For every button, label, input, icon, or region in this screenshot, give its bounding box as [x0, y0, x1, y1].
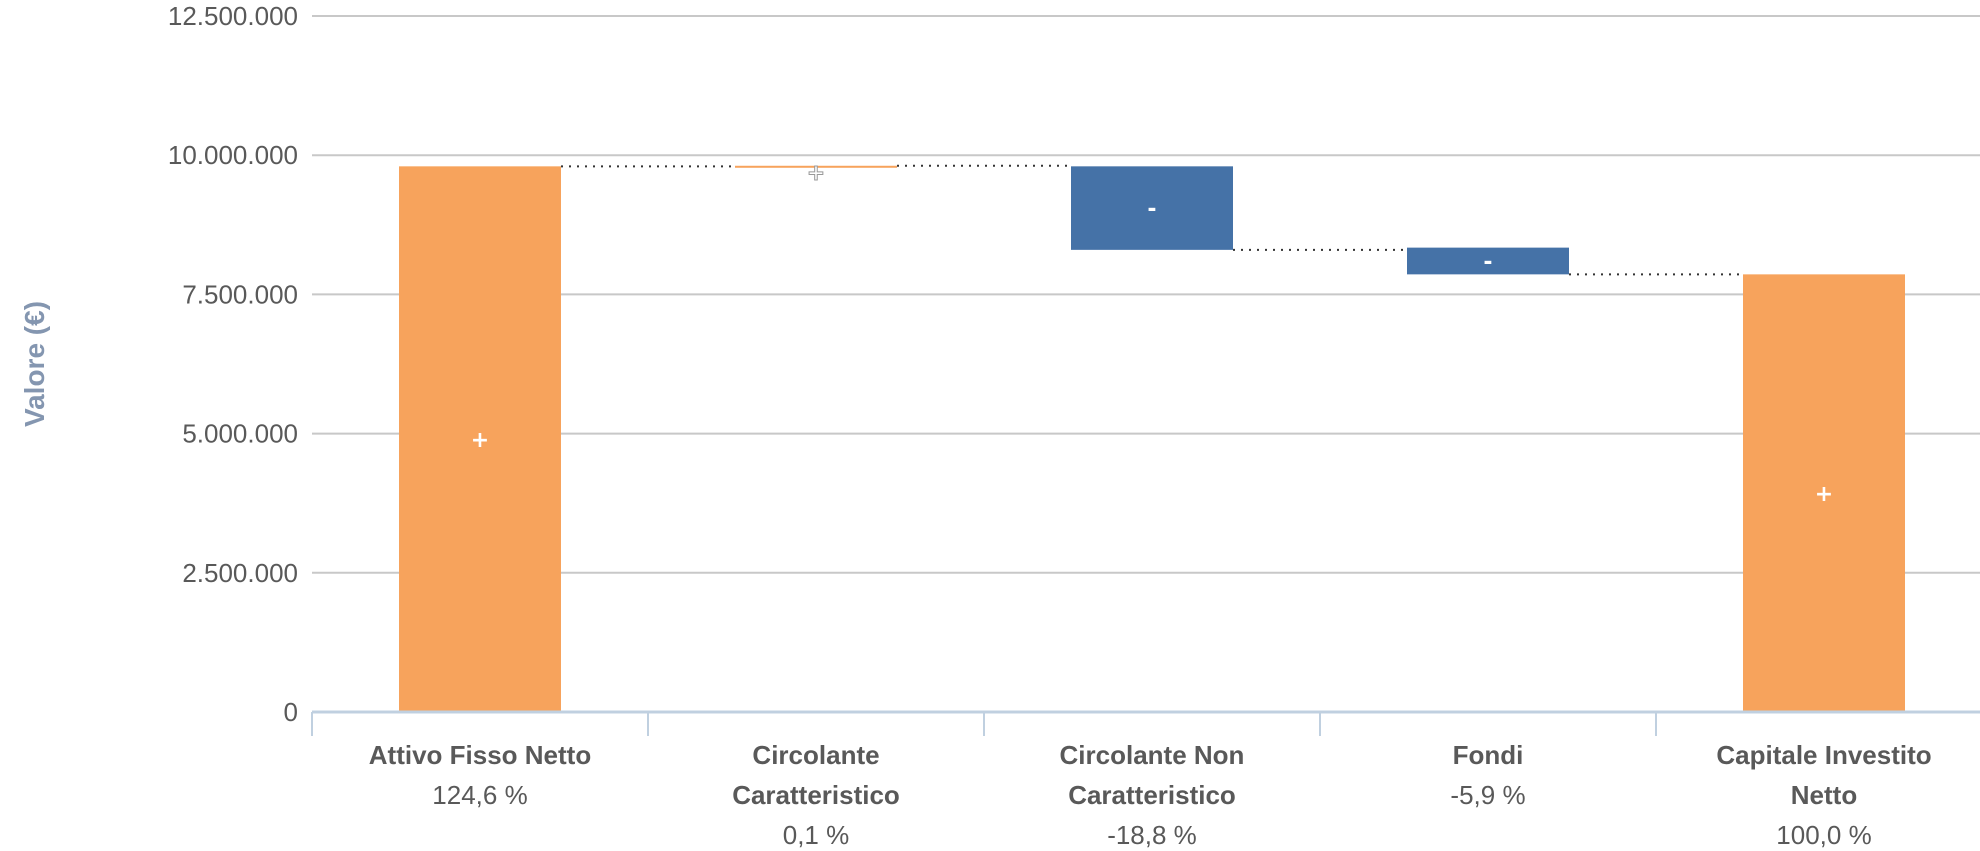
x-tick-percent: 0,1 % — [783, 820, 850, 850]
y-tick-label: 12.500.000 — [168, 1, 298, 31]
x-tick-label: Caratteristico — [732, 780, 900, 810]
bar-sign-label: + — [807, 161, 825, 186]
x-tick-label: Caratteristico — [1068, 780, 1236, 810]
bar-sign-label: + — [1815, 482, 1833, 507]
x-tick-percent: -5,9 % — [1450, 780, 1525, 810]
bar — [1071, 166, 1233, 250]
x-axis — [311, 710, 1980, 736]
bar — [735, 165, 897, 168]
labels: 0 2.500.000 5.000.000 7.500.000 10.000.000 12… — [168, 1, 1932, 850]
y-tick-label: 2.500.000 — [182, 558, 298, 588]
bar — [1743, 274, 1905, 712]
bar — [399, 166, 561, 712]
y-tick-label: 0 — [284, 697, 298, 727]
bar-sign-label: + — [471, 428, 489, 453]
bar-sign-label: - — [1483, 250, 1492, 275]
y-tick-label: 7.500.000 — [182, 279, 298, 309]
x-tick-label: Circolante Non — [1060, 740, 1245, 770]
bars — [399, 165, 1905, 712]
x-tick-label: Circolante — [752, 740, 879, 770]
x-tick-percent: 100,0 % — [1776, 820, 1871, 850]
bar-sign-label: - — [1147, 197, 1156, 222]
grid-lines — [312, 15, 1980, 574]
y-tick-label: 10.000.000 — [168, 140, 298, 170]
x-tick-label: Netto — [1791, 780, 1857, 810]
y-axis-title: Valore (€) — [19, 301, 50, 427]
y-tick-label: 5.000.000 — [182, 419, 298, 449]
x-tick-label: Capitale Investito — [1716, 740, 1931, 770]
bar — [1407, 247, 1569, 275]
x-tick-percent: 124,6 % — [432, 780, 527, 810]
connector-lines — [561, 164, 1743, 276]
x-tick-percent: -18,8 % — [1107, 820, 1197, 850]
x-tick-label: Fondi — [1453, 740, 1524, 770]
x-tick-label: Attivo Fisso Netto — [369, 740, 591, 770]
